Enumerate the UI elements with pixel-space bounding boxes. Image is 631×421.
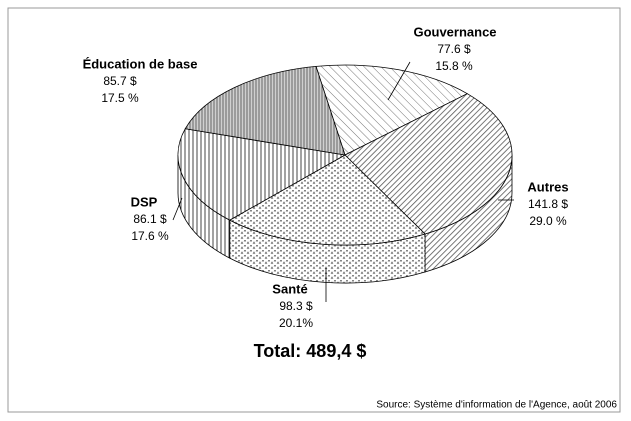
- total: Total: 489,4 $: [254, 341, 367, 361]
- value-label: 141.8 $: [528, 197, 568, 211]
- percent-label: 17.5 %: [101, 91, 139, 105]
- value-label: 86.1 $: [133, 212, 167, 226]
- frame: [7, 7, 621, 413]
- slice: [228, 154, 426, 246]
- category-label: Gouvernance: [413, 24, 496, 39]
- slice: [177, 128, 347, 221]
- value-label: 98.3 $: [279, 299, 313, 313]
- category-label: DSP: [131, 194, 158, 209]
- percent-label: 17.6 %: [131, 229, 169, 243]
- leader-line: [172, 197, 183, 221]
- leader-line: [387, 61, 411, 101]
- category-label: Autres: [527, 179, 568, 194]
- percent-label: 29.0 %: [529, 214, 567, 228]
- category-label: Santé: [272, 281, 307, 296]
- value-label: 85.7 $: [103, 74, 137, 88]
- value-label: 77.6 $: [437, 42, 471, 56]
- slice: [344, 93, 513, 235]
- percent-label: 15.8 %: [435, 59, 473, 73]
- category-label: Éducation de base: [83, 56, 198, 71]
- source: Source: Système d'information de l'Agenc…: [376, 400, 617, 411]
- labels: Gouvernance 77.6 $ 15.8 % Autres 141.8 $ 29.0…: [83, 24, 569, 330]
- slice: [315, 64, 469, 156]
- pie: [177, 64, 513, 284]
- percent-label: 20.1%: [279, 316, 313, 330]
- slice: [184, 65, 346, 156]
